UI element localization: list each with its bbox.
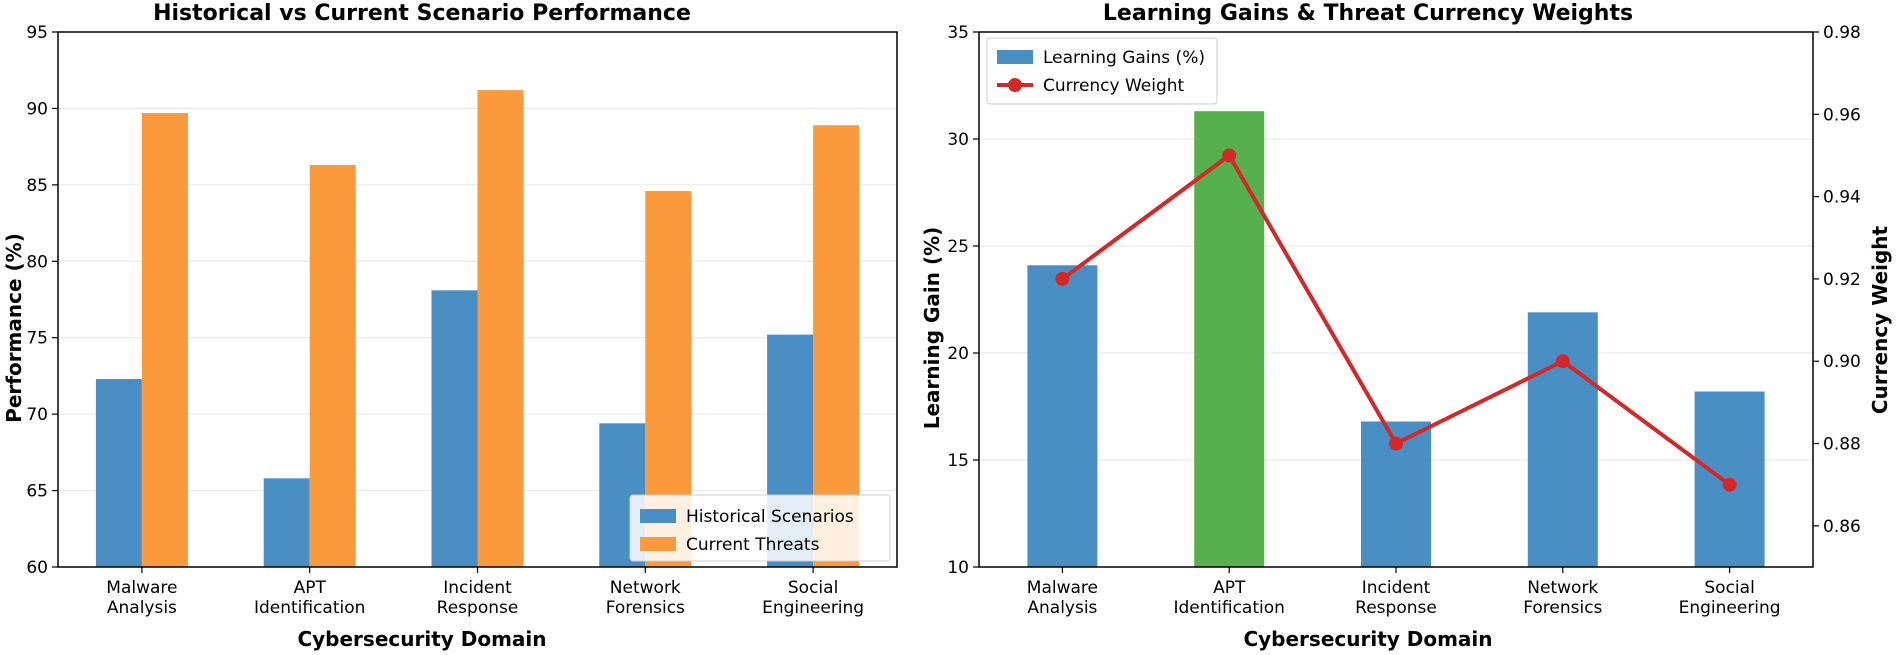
x-tick-label: Identification	[254, 598, 365, 618]
chart-right-y-ticks-right: 0.86 0.88 0.90 0.92 0.94 0.96 0.98	[1813, 23, 1861, 537]
bar-current-threats	[141, 113, 188, 567]
chart-right-ylabel: Learning Gain (%)	[920, 227, 944, 430]
currency-weight-point	[1389, 436, 1403, 451]
y-tick-label: 20	[947, 344, 969, 364]
bar-historical-scenarios	[431, 290, 478, 567]
x-tick-label: Forensics	[606, 598, 685, 618]
legend-label: Currency Weight	[1043, 76, 1185, 96]
y-tick-label: 95	[26, 23, 48, 43]
chart-left-y-ticks: 60 65 70 75 80 85 90 95	[26, 23, 58, 578]
chart-right-xlabel: Cybersecurity Domain	[1243, 627, 1492, 651]
y-tick-label: 65	[26, 482, 48, 502]
x-tick-label: Malware	[1027, 578, 1098, 598]
legend-marker	[1008, 78, 1022, 92]
y-tick-label: 70	[26, 405, 48, 425]
legend-swatch	[640, 537, 676, 551]
legend-box	[629, 494, 891, 562]
y-tick-label: 90	[26, 99, 48, 119]
x-tick-label: APT	[294, 578, 327, 598]
legend-swatch	[997, 50, 1033, 64]
bar-current-threats	[477, 90, 524, 567]
y-tick-label: 75	[26, 329, 48, 349]
chart-right-line	[1055, 148, 1737, 492]
bar-current-threats	[813, 125, 860, 567]
y-tick-label: 30	[947, 130, 969, 150]
y-right-tick-label: 0.98	[1823, 23, 1861, 43]
chart-left-bars	[95, 90, 860, 567]
y-tick-label: 35	[947, 23, 969, 43]
bar-current-threats	[309, 164, 356, 567]
x-tick-label: Malware	[106, 578, 177, 598]
x-tick-label: Incident	[1362, 578, 1431, 598]
x-tick-label: Identification	[1173, 598, 1284, 618]
chart-right: Learning Gains & Threat Currency Weights…	[920, 1, 1892, 651]
currency-weight-point	[1722, 477, 1737, 492]
chart-left-xlabel: Cybersecurity Domain	[297, 627, 546, 651]
y-right-tick-label: 0.90	[1823, 352, 1861, 372]
currency-weight-point	[1555, 354, 1570, 369]
legend-label: Current Threats	[686, 535, 820, 555]
x-tick-label: Social	[788, 578, 838, 598]
chart-left-frame	[57, 31, 898, 568]
bar-learning-gain	[1527, 312, 1598, 567]
x-tick-label: Network	[1527, 578, 1598, 598]
legend-box	[986, 37, 1218, 105]
y-tick-label: 10	[947, 558, 969, 578]
bar-historical-scenarios	[263, 478, 310, 567]
y-tick-label: 25	[947, 237, 969, 257]
y-right-tick-label: 0.96	[1823, 105, 1861, 125]
y-right-tick-label: 0.94	[1823, 188, 1861, 208]
chart-right-y-ticks: 10 15 20 25 30 35	[947, 23, 979, 578]
chart-right-title: Learning Gains & Threat Currency Weights	[1103, 1, 1633, 26]
x-tick-label: Analysis	[1027, 598, 1097, 618]
currency-weight-point	[1055, 271, 1070, 286]
x-tick-label: Forensics	[1523, 598, 1602, 618]
chart-right-frame	[978, 31, 1814, 568]
y-right-tick-label: 0.88	[1823, 435, 1861, 455]
x-tick-label: APT	[1213, 578, 1246, 598]
bar-historical-scenarios	[95, 378, 142, 567]
bar-learning-gain	[1194, 111, 1265, 568]
x-tick-label: Incident	[443, 578, 512, 598]
legend-label: Learning Gains (%)	[1043, 48, 1205, 68]
x-tick-label: Engineering	[762, 598, 864, 618]
y-tick-label: 60	[26, 558, 48, 578]
chart-left-legend: Historical Scenarios Current Threats	[629, 494, 891, 562]
legend-label: Historical Scenarios	[686, 507, 854, 527]
y-tick-label: 80	[26, 252, 48, 272]
chart-left: Historical vs Current Scenario Performan…	[2, 1, 898, 651]
chart-right-bars	[1027, 111, 1765, 568]
x-tick-label: Network	[610, 578, 681, 598]
x-tick-label: Response	[1355, 598, 1437, 618]
y-tick-label: 85	[26, 176, 48, 196]
chart-right-gridlines	[979, 138, 1813, 461]
x-tick-label: Response	[437, 598, 519, 618]
y-right-tick-label: 0.86	[1823, 517, 1861, 537]
chart-right-legend: Learning Gains (%) Currency Weight	[986, 37, 1218, 105]
x-tick-label: Analysis	[107, 598, 177, 618]
chart-left-title: Historical vs Current Scenario Performan…	[153, 1, 691, 26]
chart-right-ylabel-right: Currency Weight	[1868, 225, 1892, 414]
chart-left-ylabel: Performance (%)	[2, 233, 26, 423]
legend-swatch	[640, 509, 676, 523]
currency-weight-point	[1222, 148, 1237, 163]
y-tick-label: 15	[947, 451, 969, 471]
x-tick-label: Engineering	[1679, 598, 1781, 618]
y-right-tick-label: 0.92	[1823, 270, 1861, 290]
x-tick-label: Social	[1704, 578, 1754, 598]
bar-learning-gain	[1027, 265, 1098, 567]
